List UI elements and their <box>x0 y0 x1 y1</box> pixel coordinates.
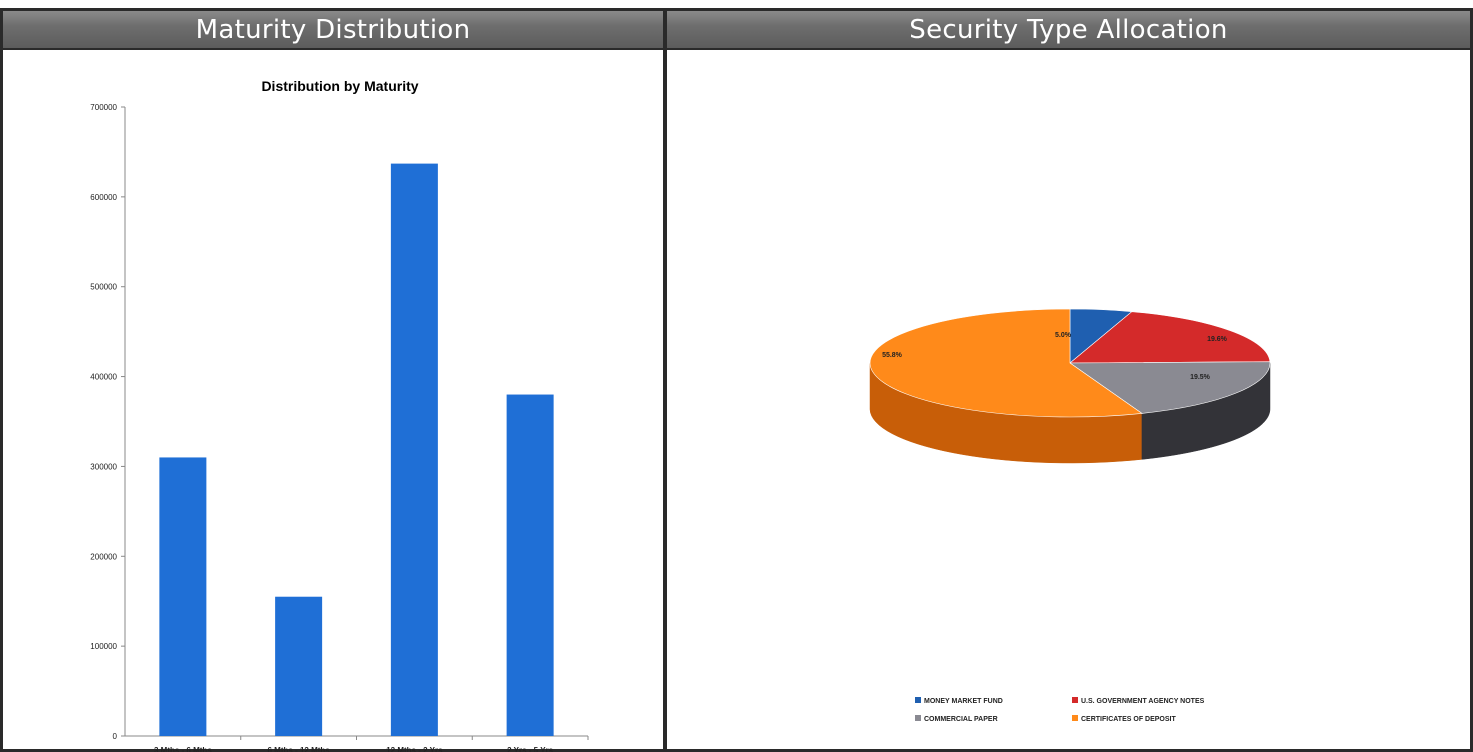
chart-title: Distribution by Maturity <box>261 78 418 94</box>
legend-swatch <box>1072 697 1078 703</box>
y-tick-label: 0 <box>113 732 118 741</box>
pie-data-label: 55.8% <box>882 352 903 359</box>
pie-top <box>869 308 1271 418</box>
legend-item: CERTIFICATES OF DEPOSIT <box>1072 715 1176 723</box>
pie-slice <box>1069 311 1271 364</box>
bar <box>390 163 438 737</box>
legend-label: U.S. GOVERNMENT AGENCY NOTES <box>1081 698 1205 705</box>
legend-label: COMMERCIAL PAPER <box>924 716 998 723</box>
security-type-panel: Security Type Allocation 5.0% 19.6% 19.5% 5… <box>664 8 1473 752</box>
pie-data-label: 19.5% <box>1190 374 1211 381</box>
pie-data-label: 5.0% <box>1055 332 1072 339</box>
security-type-header: Security Type Allocation <box>667 11 1470 50</box>
pie-data-label: 19.6% <box>1207 336 1228 343</box>
legend-swatch <box>1072 715 1078 721</box>
y-tick-label: 300000 <box>90 462 117 471</box>
y-tick-label: 600000 <box>90 193 117 202</box>
legend-label: MONEY MARKET FUND <box>924 698 1003 705</box>
bar <box>159 457 207 736</box>
y-tick-label: 500000 <box>90 283 117 292</box>
maturity-distribution-panel: Maturity Distribution Distribution by Ma… <box>0 8 666 752</box>
legend-item: MONEY MARKET FUND <box>915 697 1003 705</box>
pie-slice <box>869 308 1143 418</box>
legend-item: U.S. GOVERNMENT AGENCY NOTES <box>1072 697 1205 705</box>
x-tick-label: 2 Yrs - 5 Yrs <box>507 746 554 752</box>
y-tick-label: 200000 <box>90 552 117 561</box>
bar-chart: Distribution by Maturity 0 100000 200000 300… <box>90 78 589 752</box>
bar <box>275 596 323 736</box>
legend-swatch <box>915 715 921 721</box>
maturity-distribution-header: Maturity Distribution <box>3 11 663 50</box>
x-tick-label: 6 Mths - 12 Mths <box>268 746 331 752</box>
x-tick-label: 3 Mths - 6 Mths <box>154 746 212 752</box>
y-tick-label: 400000 <box>90 373 117 382</box>
legend-item: COMMERCIAL PAPER <box>915 715 998 723</box>
pie-chart: 5.0% 19.6% 19.5% 55.8% MONEY MARKET FUND U.S.… <box>869 308 1271 723</box>
bar <box>506 394 554 736</box>
pie-slice <box>1069 361 1271 414</box>
y-tick-label: 100000 <box>90 642 117 651</box>
x-tick-label: 12 Mths - 2 Yrs <box>386 746 443 752</box>
legend-label: CERTIFICATES OF DEPOSIT <box>1081 716 1176 723</box>
y-tick-label: 700000 <box>90 103 117 112</box>
legend-swatch <box>915 697 921 703</box>
